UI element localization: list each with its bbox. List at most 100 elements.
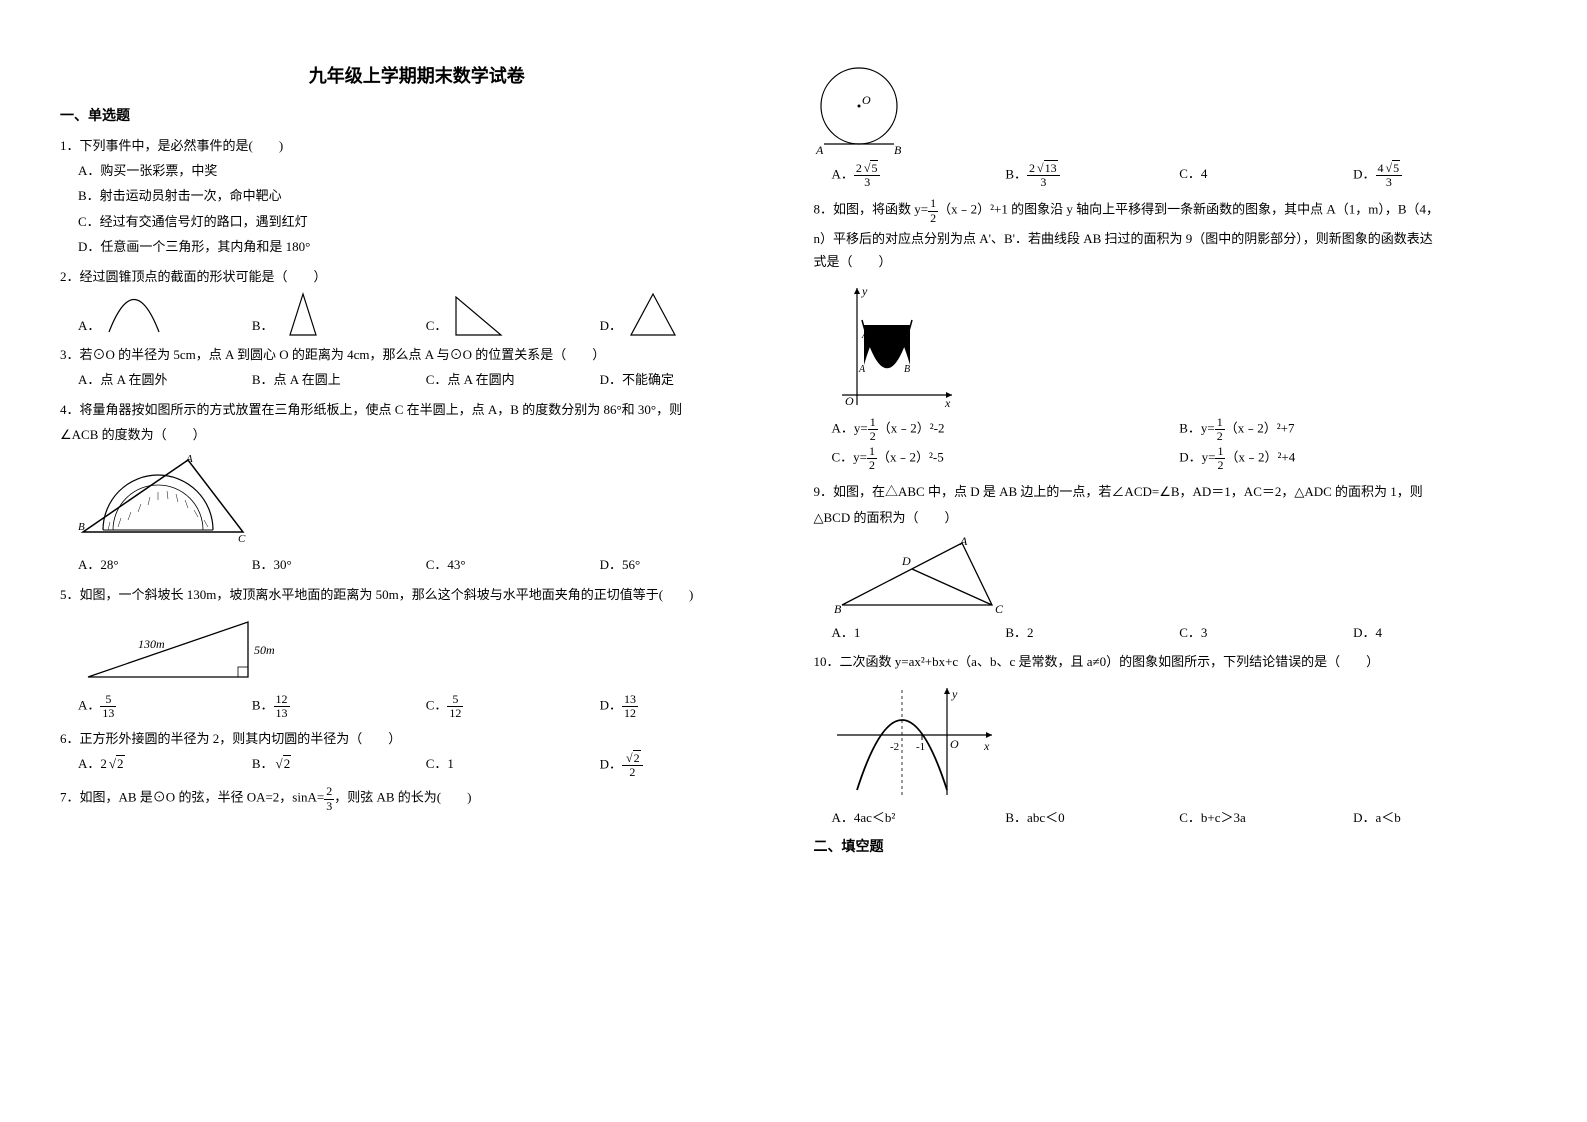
q8-opt-c: C．y=12（x﹣2）²-5	[832, 445, 1180, 472]
q9-opt-a: A．1	[832, 621, 1006, 644]
q7-opt-b: B．2133	[1005, 162, 1179, 189]
q3-opt-d: D．不能确定	[600, 368, 774, 391]
q6-b-pre: B．	[252, 756, 274, 771]
q10-lbl-m2: -2	[890, 741, 899, 753]
q7-label-a: A	[815, 143, 824, 156]
q9-opt-b: B．2	[1005, 621, 1179, 644]
q8-opt-b: B．y=12（x﹣2）²+7	[1179, 416, 1527, 443]
question-5: 5．如图，一个斜坡长 130m，坡顶离水平地面的距离为 50m，那么这个斜坡与水…	[60, 583, 774, 721]
right-column: O A B A．253 B．2133 C．4 D．453 8．如图，将函数 y=…	[814, 60, 1528, 1082]
q5-options: A．513 B．1213 C．512 D．1312	[60, 693, 774, 720]
q2-d-label: D．	[600, 314, 622, 337]
q7-label-o: O	[862, 93, 871, 107]
question-4: 4．将量角器按如图所示的方式放置在三角形纸板上，使点 C 在半圆上，点 A，B …	[60, 398, 774, 577]
q6-d-pre: D．	[600, 757, 622, 772]
svg-text:C: C	[238, 533, 246, 545]
q7-options: A．253 B．2133 C．4 D．453	[814, 162, 1528, 189]
exam-title: 九年级上学期期末数学试卷	[60, 60, 774, 92]
q6-opt-c: C．1	[426, 752, 600, 779]
q4-opt-a: A．28°	[78, 553, 252, 576]
q5-stem: 5．如图，一个斜坡长 130m，坡顶离水平地面的距离为 50m，那么这个斜坡与水…	[60, 583, 774, 606]
q7-d-pre: D．	[1353, 167, 1375, 182]
triangle-abc-icon: A B C D	[832, 535, 1012, 615]
q5-figure: 130m 50m	[78, 612, 774, 687]
q6-stem: 6．正方形外接圆的半径为 2，则其内切圆的半径为（ ）	[60, 727, 774, 750]
question-6: 6．正方形外接圆的半径为 2，则其内切圆的半径为（ ） A．22 B．2 C．1…	[60, 727, 774, 780]
q8-stem: 8．如图，将函数 y=12（x﹣2）²+1 的图象沿 y 轴向上平移得到一条新函…	[814, 197, 1528, 224]
q9-options: A．1 B．2 C．3 D．4	[814, 621, 1528, 644]
q2-options: A． B． C． D．	[60, 292, 774, 337]
q8-stem-d: 式是（ ）	[814, 250, 1528, 273]
q1-opt-b: B．射击运动员射击一次，命中靶心	[60, 184, 774, 207]
q2-opt-c: C．	[426, 292, 600, 337]
q9-lbl-c: C	[995, 602, 1004, 615]
q9-lbl-a: A	[959, 535, 968, 548]
q1-stem: 1．下列事件中，是必然事件的是( )	[60, 134, 774, 157]
narrow-triangle-icon	[278, 292, 328, 337]
isoceles-triangle-icon	[626, 292, 681, 337]
q3-opt-b: B．点 A 在圆上	[252, 368, 426, 391]
q9-opt-c: C．3	[1179, 621, 1353, 644]
q2-a-label: A．	[78, 314, 100, 337]
q8-stem-a: 8．如图，将函数 y=	[814, 202, 929, 217]
q7-figure: O A B	[814, 66, 1528, 156]
q8-a-pre: A．y=	[832, 420, 868, 435]
question-2: 2．经过圆锥顶点的截面的形状可能是（ ） A． B． C．	[60, 265, 774, 337]
svg-text:A: A	[185, 453, 193, 465]
q8-d-pre: D．y=	[1179, 450, 1215, 465]
q2-stem: 2．经过圆锥顶点的截面的形状可能是（ ）	[60, 265, 774, 288]
q4-figure: A B C	[78, 452, 774, 547]
q4-opt-b: B．30°	[252, 553, 426, 576]
q7-a-pre: A．	[832, 167, 854, 182]
q4-stem-b: ∠ACB 的度数为（ ）	[60, 423, 774, 446]
q9-stem-b: △BCD 的面积为（ ）	[814, 506, 1528, 529]
q9-stem-a: 9．如图，在△ABC 中，点 D 是 AB 边上的一点，若∠ACD=∠B，AD＝…	[814, 480, 1528, 503]
q10-figure: O x y -1 -2	[832, 680, 1528, 800]
q8-c-pre: C．y=	[832, 450, 868, 465]
q4-stem-a: 4．将量角器按如图所示的方式放置在三角形纸板上，使点 C 在半圆上，点 A，B …	[60, 398, 774, 421]
q7-opt-c: C．4	[1179, 162, 1353, 189]
q8-lbl-ap: A'	[861, 330, 871, 341]
parabola-icon	[104, 292, 164, 337]
q10-opt-b: B．abc＜0	[1005, 806, 1179, 829]
q5-opt-a: A．513	[78, 693, 252, 720]
q8-figure: O x y A B A' B'	[832, 280, 1528, 410]
q6-opt-d: D．22	[600, 752, 774, 779]
q8-stem-b: （x﹣2）²+1 的图象沿 y 轴向上平移得到一条新函数的图象，其中点 A（1，…	[938, 202, 1439, 217]
q6-opt-a: A．22	[78, 752, 252, 779]
q8-lbl-y: y	[861, 284, 868, 298]
q10-lbl-o: O	[950, 737, 959, 751]
q2-b-label: B．	[252, 314, 274, 337]
question-8: 8．如图，将函数 y=12（x﹣2）²+1 的图象沿 y 轴向上平移得到一条新函…	[814, 197, 1528, 474]
q1-opt-d: D．任意画一个三角形，其内角和是 180°	[60, 235, 774, 258]
question-7: 7．如图，AB 是⊙O 的弦，半径 OA=2，sinA=23，则弦 AB 的长为…	[60, 785, 774, 812]
q8-b-suf: （x﹣2）²+7	[1225, 420, 1295, 435]
q5-opt-d: D．1312	[600, 693, 774, 720]
question-3: 3．若⊙O 的半径为 5cm，点 A 到圆心 O 的距离为 4cm，那么点 A …	[60, 343, 774, 392]
q3-opt-a: A．点 A 在圆外	[78, 368, 252, 391]
q8-lbl-b: B	[904, 364, 910, 375]
q2-opt-d: D．	[600, 292, 774, 337]
section-1-header: 一、单选题	[60, 104, 774, 129]
q4-options: A．28° B．30° C．43° D．56°	[60, 553, 774, 576]
q4-opt-d: D．56°	[600, 553, 774, 576]
q8-lbl-x: x	[944, 396, 951, 410]
q9-opt-d: D．4	[1353, 621, 1527, 644]
q6-options: A．22 B．2 C．1 D．22	[60, 752, 774, 779]
q7-opt-a: A．253	[832, 162, 1006, 189]
question-10: 10．二次函数 y=ax²+bx+c（a、b、c 是常数，且 a≠0）的图象如图…	[814, 650, 1528, 829]
q5-c-pre: C．	[426, 698, 448, 713]
q10-lbl-m1: -1	[916, 741, 925, 753]
q5-opt-b: B．1213	[252, 693, 426, 720]
q7-opt-d: D．453	[1353, 162, 1527, 189]
q5-d-pre: D．	[600, 698, 622, 713]
q10-opt-a: A．4ac＜b²	[832, 806, 1006, 829]
q5-opt-c: C．512	[426, 693, 600, 720]
q5-label-130: 130m	[138, 637, 165, 651]
q9-lbl-d: D	[901, 554, 911, 568]
q7-stem: 7．如图，AB 是⊙O 的弦，半径 OA=2，sinA=23，则弦 AB 的长为…	[60, 785, 774, 812]
q10-options: A．4ac＜b² B．abc＜0 C．b+c＞3a D．a＜b	[814, 806, 1528, 829]
q10-opt-d: D．a＜b	[1353, 806, 1527, 829]
q8-opt-d: D．y=12（x﹣2）²+4	[1179, 445, 1527, 472]
q8-stem-c: n）平移后的对应点分别为点 A'、B'．若曲线段 AB 扫过的面积为 9（图中的…	[814, 227, 1528, 250]
